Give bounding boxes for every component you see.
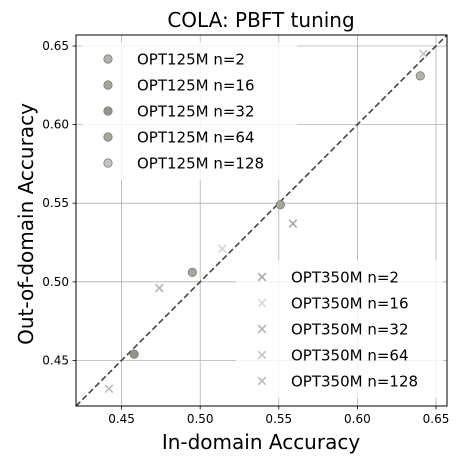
legend-marker-4: [103, 158, 113, 168]
legend-label-2: OPT125M n=32: [137, 103, 255, 121]
legend-marker-5: [257, 272, 267, 282]
legends: OPT125M n=2 OPT125M n=16 OPT125M n=32 OPT12…: [82, 42, 443, 398]
legend-label-3: OPT125M n=64: [137, 129, 255, 147]
legend-marker-7: [257, 324, 267, 334]
data-point-s5-0: [288, 219, 298, 229]
legend-marker-1: [103, 80, 113, 90]
x-tick-label-0: 0.45: [108, 412, 135, 426]
x-axis-label: In-domain Accuracy: [162, 430, 361, 454]
legend-marker-6: [257, 298, 267, 308]
y-tick-label-4: 0.65: [42, 39, 69, 53]
legend-marker-3: [103, 132, 113, 142]
data-point-s1-0: [275, 200, 285, 210]
y-tick-label-3: 0.60: [42, 118, 69, 132]
legend-label-4: OPT125M n=128: [137, 155, 264, 173]
legend-label-7: OPT350M n=32: [291, 321, 409, 339]
legend-label-5: OPT350M n=2: [291, 269, 399, 287]
y-tick-label-0: 0.45: [42, 353, 69, 367]
legend-marker-0: [103, 54, 113, 64]
legend-box-1: [236, 260, 443, 398]
y-tick-label-2: 0.55: [42, 196, 69, 210]
legend-marker-8: [257, 350, 267, 360]
x-tick-label-2: 0.55: [265, 412, 292, 426]
axes-frame: [75, 34, 448, 407]
data-point-s8-0: [419, 49, 428, 59]
y-axis-label: Out-of-domain Accuracy: [14, 103, 38, 345]
legend-marker-9: [257, 376, 267, 386]
x-tick-label-1: 0.50: [187, 412, 214, 426]
x-tick-label-3: 0.60: [344, 412, 371, 426]
data-point-s7-0: [154, 283, 164, 293]
legend-label-1: OPT125M n=16: [137, 77, 255, 95]
legend-label-0: OPT125M n=2: [137, 51, 245, 69]
legend-marker-2: [103, 106, 113, 116]
plot-area: 0.45 0.50 0.55 0.60 0.65 0.45 0.50 0.55 0.60 0.65: [42, 34, 450, 426]
legend-label-6: OPT350M n=16: [291, 295, 409, 313]
chart-title: COLA: PBFT tuning: [167, 8, 354, 32]
data-point-s2-0: [129, 349, 139, 359]
legend-box-0: [82, 42, 297, 180]
legend-label-9: OPT350M n=128: [291, 373, 418, 391]
x-tick-label-4: 0.65: [423, 412, 450, 426]
y-tick-label-1: 0.50: [42, 275, 69, 289]
diagonal-reference-line: [75, 34, 448, 407]
data-point-s6-0: [217, 244, 227, 254]
legend-label-8: OPT350M n=64: [291, 347, 409, 365]
data-point-s9-0: [104, 384, 114, 394]
data-point-s0-0: [415, 71, 425, 81]
data-point-s3-0: [187, 267, 197, 277]
